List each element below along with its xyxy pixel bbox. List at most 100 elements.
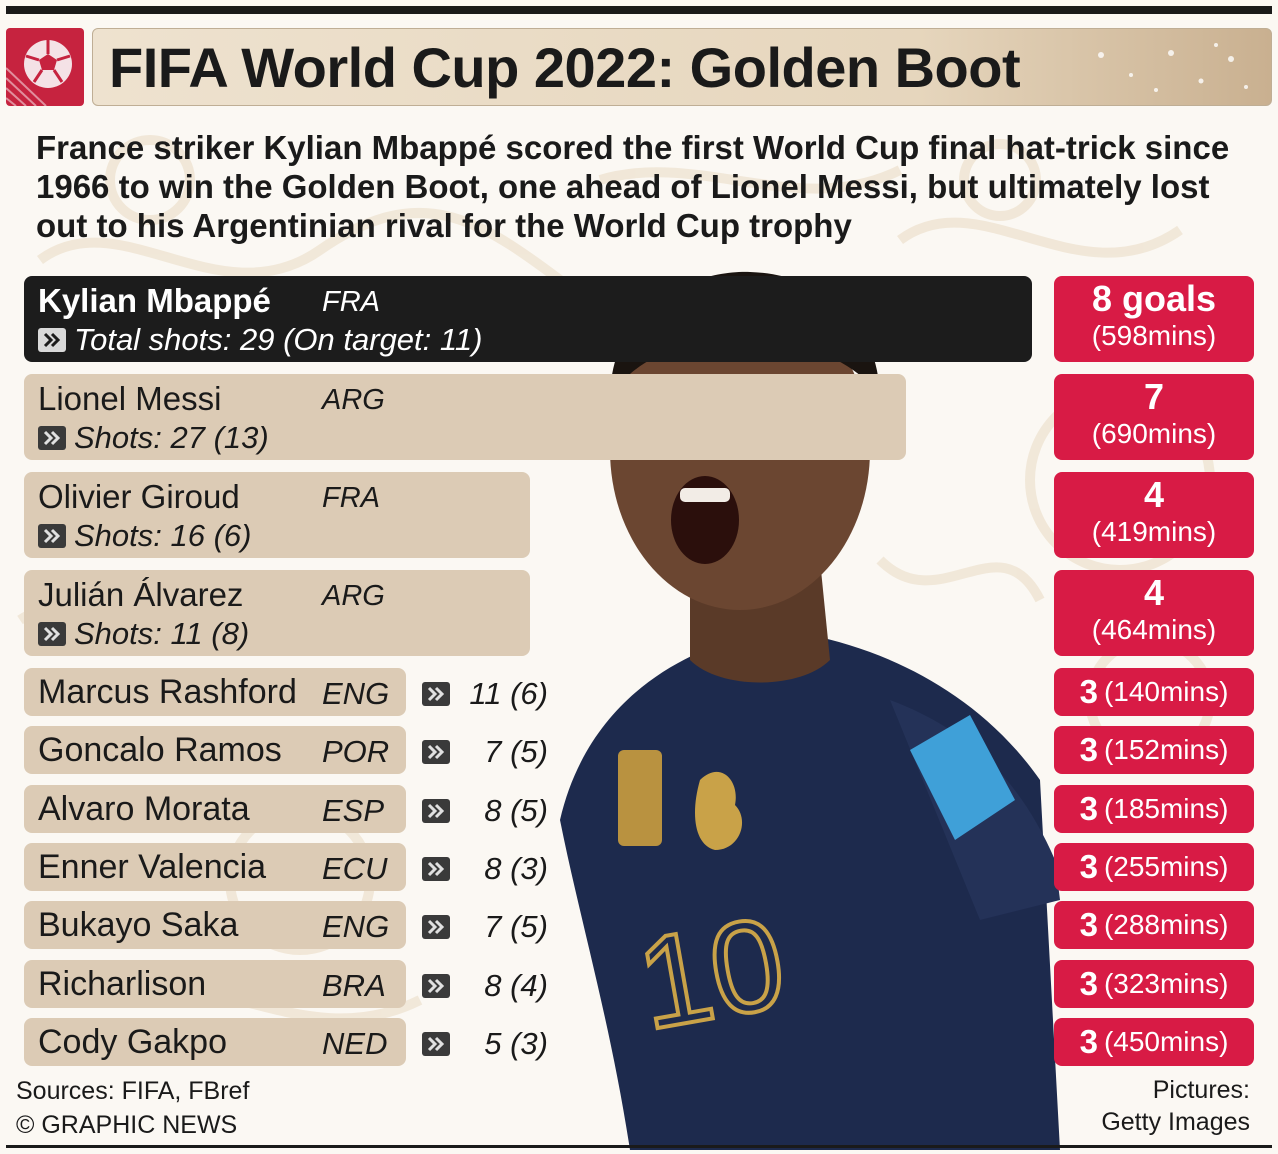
goal-count: 7 — [1143, 376, 1165, 417]
player-shots: 7 (5) — [422, 909, 548, 945]
goal-count: 3 — [1079, 848, 1098, 885]
svg-text:10: 10 — [627, 888, 795, 1057]
logo — [6, 28, 84, 106]
player-nation: NED — [322, 1026, 388, 1061]
player-row-messi: Lionel Messi ARG Shots: 27 (13) — [24, 374, 906, 460]
double-chevron-icon — [38, 524, 66, 548]
goal-count: 3 — [1079, 1023, 1098, 1060]
minutes-played: (152mins) — [1103, 734, 1229, 765]
sparkle-decoration — [1098, 43, 1248, 92]
player-row: Cody Gakpo NED — [24, 1018, 406, 1066]
player-nation: ENG — [322, 676, 390, 711]
goal-box-giroud: 4 (419mins) — [1054, 472, 1254, 558]
player-name: Cody Gakpo — [38, 1023, 227, 1061]
shots-text: 7 (5) — [484, 734, 548, 769]
player-nation: ENG — [322, 909, 390, 944]
goal-count: 8 goals — [1091, 278, 1217, 319]
intro-text: France striker Kylian Mbappé scored the … — [36, 129, 1230, 244]
minutes-played: (255mins) — [1103, 851, 1229, 882]
soccer-ball-icon — [6, 40, 72, 106]
bottom-rule — [6, 1145, 1272, 1148]
goal-count: 3 — [1079, 906, 1098, 943]
shots-text: 8 (5) — [484, 793, 548, 828]
copyright-text: © GRAPHIC NEWS — [16, 1111, 238, 1139]
minutes-played: (450mins) — [1103, 1026, 1229, 1057]
title-bar: FIFA World Cup 2022: Golden Boot — [92, 28, 1272, 106]
goal-box-messi: 7 (690mins) — [1054, 374, 1254, 460]
shots-text: Shots: 27 (13) — [74, 420, 269, 455]
player-row-giroud: Olivier Giroud FRA Shots: 16 (6) — [24, 472, 530, 558]
goal-box-alvarez: 4 (464mins) — [1054, 570, 1254, 656]
player-row: Bukayo Saka ENG — [24, 901, 406, 949]
goal-box: 3 (288mins) — [1054, 901, 1254, 949]
sources-text: Sources: FIFA, FBref — [16, 1077, 250, 1105]
minutes-played: (185mins) — [1103, 793, 1229, 824]
page-title: FIFA World Cup 2022: Golden Boot — [109, 36, 1021, 99]
pictures-credit: Getty Images — [1101, 1108, 1250, 1136]
double-chevron-icon — [38, 426, 66, 450]
goal-box: 3 (185mins) — [1054, 785, 1254, 833]
player-name: Lionel Messi — [38, 380, 222, 417]
player-row: Richarlison BRA — [24, 960, 406, 1008]
player-nation: ARG — [322, 384, 385, 416]
goal-count: 3 — [1079, 790, 1098, 827]
player-nation: FRA — [322, 482, 380, 514]
sources: Sources: FIFA, FBref © GRAPHIC NEWS — [16, 1074, 249, 1142]
picture-credit: Pictures: Getty Images — [1101, 1074, 1250, 1138]
player-nation: BRA — [322, 968, 386, 1003]
minutes-played: (690mins) — [1091, 418, 1217, 449]
goal-count: 3 — [1079, 673, 1098, 710]
player-name: Marcus Rashford — [38, 673, 297, 711]
player-name: Julián Álvarez — [38, 576, 244, 613]
goal-count: 4 — [1143, 474, 1165, 515]
shots-text: 8 (4) — [484, 968, 548, 1003]
minutes-played: (464mins) — [1091, 614, 1217, 645]
player-name: Bukayo Saka — [38, 906, 239, 944]
minutes-played: (323mins) — [1103, 968, 1229, 999]
double-chevron-icon — [38, 328, 66, 352]
player-name: Richarlison — [38, 965, 207, 1003]
shots-text: 7 (5) — [484, 909, 548, 944]
goal-box: 3 (152mins) — [1054, 726, 1254, 774]
goal-count: 3 — [1079, 965, 1098, 1002]
double-chevron-icon — [38, 622, 66, 646]
double-chevron-icon — [422, 974, 450, 998]
double-chevron-icon — [422, 1032, 450, 1056]
shots-text: 8 (3) — [484, 851, 548, 886]
minutes-played: (140mins) — [1103, 676, 1229, 707]
shots-text: Shots: 11 (8) — [74, 616, 250, 651]
player-shots: Total shots: 29 (On target: 11) — [38, 322, 482, 358]
player-nation: ECU — [322, 851, 388, 886]
top-rule — [6, 6, 1272, 14]
player-nation: POR — [322, 734, 390, 769]
double-chevron-icon — [422, 915, 450, 939]
player-row: Goncalo Ramos POR — [24, 726, 406, 774]
pictures-label: Pictures: — [1152, 1076, 1250, 1104]
player-shots: 11 (6) — [422, 676, 548, 712]
goal-count: 4 — [1143, 572, 1165, 613]
goal-box: 3 (450mins) — [1054, 1018, 1254, 1066]
player-name: Olivier Giroud — [38, 478, 240, 515]
player-nation: FRA — [322, 286, 380, 318]
player-name: Kylian Mbappé — [38, 282, 271, 319]
player-row-mbappe: Kylian Mbappé FRA Total shots: 29 (On ta… — [24, 276, 1032, 362]
double-chevron-icon — [422, 857, 450, 881]
player-name: Enner Valencia — [38, 848, 267, 886]
player-shots: 5 (3) — [422, 1026, 548, 1062]
minutes-played: (419mins) — [1091, 516, 1217, 547]
shots-text: 5 (3) — [484, 1026, 548, 1061]
player-nation: ESP — [322, 793, 385, 828]
player-name: Alvaro Morata — [38, 790, 250, 828]
player-shots: 8 (3) — [422, 851, 548, 887]
player-shots: 8 (5) — [422, 793, 548, 829]
goal-box: 3 (140mins) — [1054, 668, 1254, 716]
player-row: Alvaro Morata ESP — [24, 785, 406, 833]
player-nation: ARG — [322, 580, 385, 612]
player-name: Goncalo Ramos — [38, 731, 282, 769]
player-shots: Shots: 27 (13) — [38, 420, 269, 456]
player-row-alvarez: Julián Álvarez ARG Shots: 11 (8) — [24, 570, 530, 656]
minutes-played: (598mins) — [1091, 320, 1217, 351]
player-shots: 7 (5) — [422, 734, 548, 770]
goal-box: 3 (255mins) — [1054, 843, 1254, 891]
